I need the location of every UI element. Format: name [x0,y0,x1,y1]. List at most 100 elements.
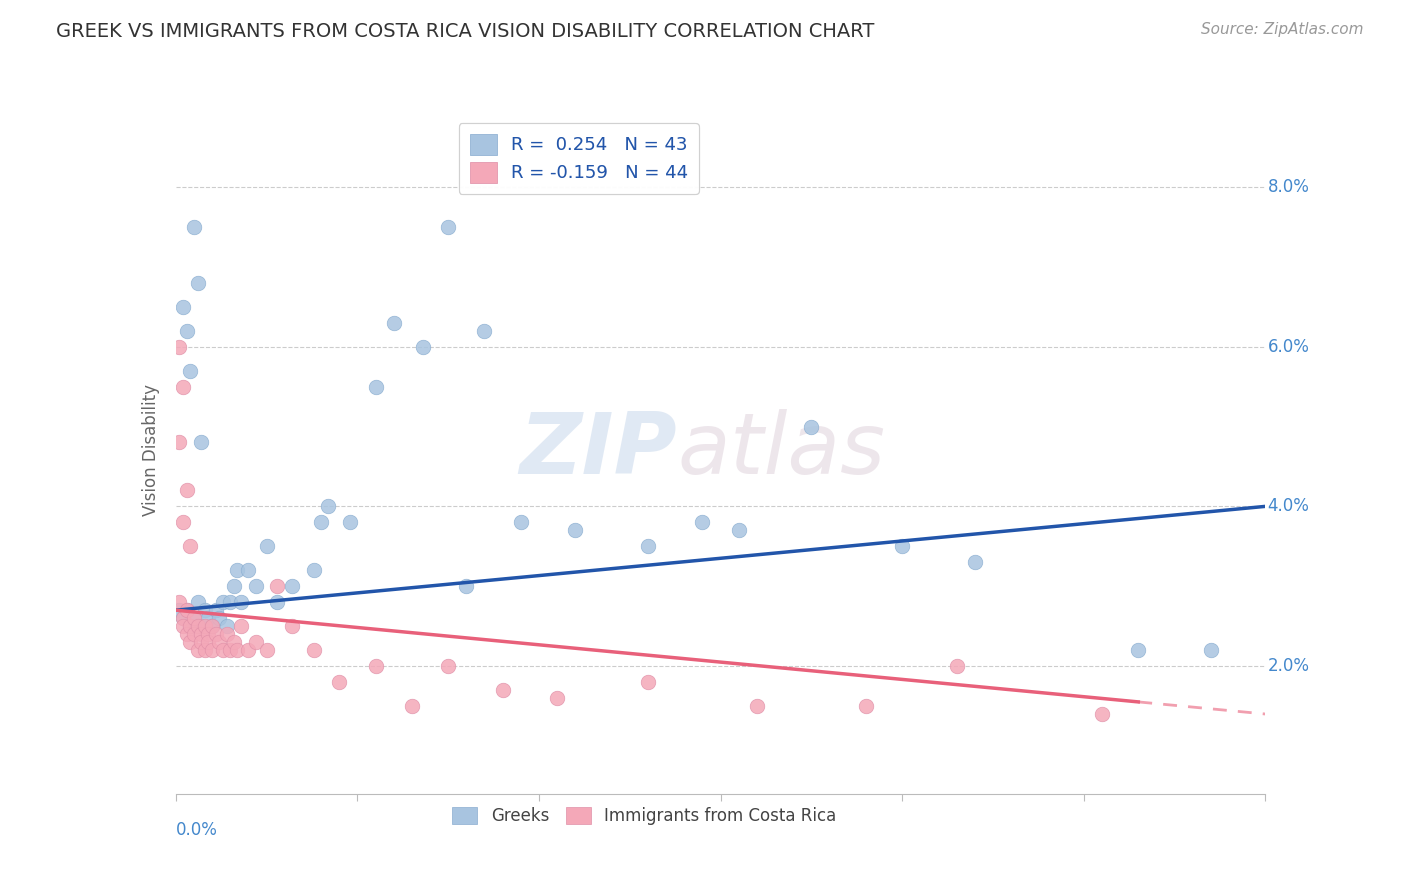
Point [179,619,201,633]
Point [328,675,350,690]
Point [215,627,238,641]
Point [194,643,217,657]
Point [546,691,568,706]
Point [179,363,201,377]
Point [186,595,209,609]
Point [222,635,245,649]
Point [509,516,531,530]
Text: 2.0%: 2.0% [1268,657,1309,675]
Point [637,539,659,553]
Point [302,563,325,577]
Point [318,500,340,514]
Point [492,683,515,698]
Text: atlas: atlas [678,409,884,492]
Point [382,316,405,330]
Point [176,483,198,498]
Point [190,635,212,649]
Point [183,611,205,625]
Point [222,579,245,593]
Text: 4.0%: 4.0% [1268,498,1309,516]
Point [945,659,967,673]
Point [176,627,198,641]
Point [186,643,209,657]
Point [266,595,288,609]
Point [197,627,219,641]
Point [226,643,249,657]
Point [637,675,659,690]
Point [564,524,586,538]
Point [179,539,201,553]
Point [401,699,423,714]
Point [176,603,198,617]
Point [231,595,253,609]
Point [176,603,198,617]
Point [169,435,191,450]
Point [208,635,231,649]
Point [169,595,191,609]
Point [176,324,198,338]
Point [745,699,768,714]
Point [190,627,212,641]
Point [201,619,224,633]
Point [437,219,460,234]
Point [172,516,194,530]
Point [183,219,205,234]
Point [186,619,209,633]
Point [437,659,460,673]
Point [963,555,986,569]
Point [204,603,226,617]
Point [309,516,332,530]
Point [183,627,205,641]
Point [474,324,496,338]
Legend: R =  0.254   N = 43, R = -0.159   N = 44: R = 0.254 N = 43, R = -0.159 N = 44 [458,123,699,194]
Text: 8.0%: 8.0% [1268,178,1309,196]
Point [364,379,387,393]
Point [245,635,267,649]
Point [238,563,260,577]
Point [281,619,304,633]
Point [692,516,714,530]
Text: GREEK VS IMMIGRANTS FROM COSTA RICA VISION DISABILITY CORRELATION CHART: GREEK VS IMMIGRANTS FROM COSTA RICA VISI… [56,22,875,41]
Point [212,595,235,609]
Point [245,579,267,593]
Point [194,619,217,633]
Point [169,340,191,354]
Point [179,635,201,649]
Point [1199,643,1222,657]
Point [172,619,194,633]
Point [727,524,749,538]
Point [212,643,235,657]
Point [197,611,219,625]
Point [219,643,242,657]
Point [800,419,823,434]
Point [238,643,260,657]
Text: ZIP: ZIP [519,409,678,492]
Point [215,619,238,633]
Point [266,579,288,593]
Point [204,627,226,641]
Point [1128,643,1150,657]
Point [201,643,224,657]
Point [256,539,278,553]
Point [194,603,217,617]
Point [339,516,361,530]
Point [1091,706,1114,721]
Point [179,619,201,633]
Point [256,643,278,657]
Point [226,563,249,577]
Point [197,635,219,649]
Point [169,603,191,617]
Point [364,659,387,673]
Point [172,611,194,625]
Point [172,300,194,314]
Point [186,276,209,290]
Point [412,340,434,354]
Point [219,595,242,609]
Point [172,379,194,393]
Point [231,619,253,633]
Point [855,699,877,714]
Point [456,579,478,593]
Point [281,579,304,593]
Point [208,611,231,625]
Point [190,619,212,633]
